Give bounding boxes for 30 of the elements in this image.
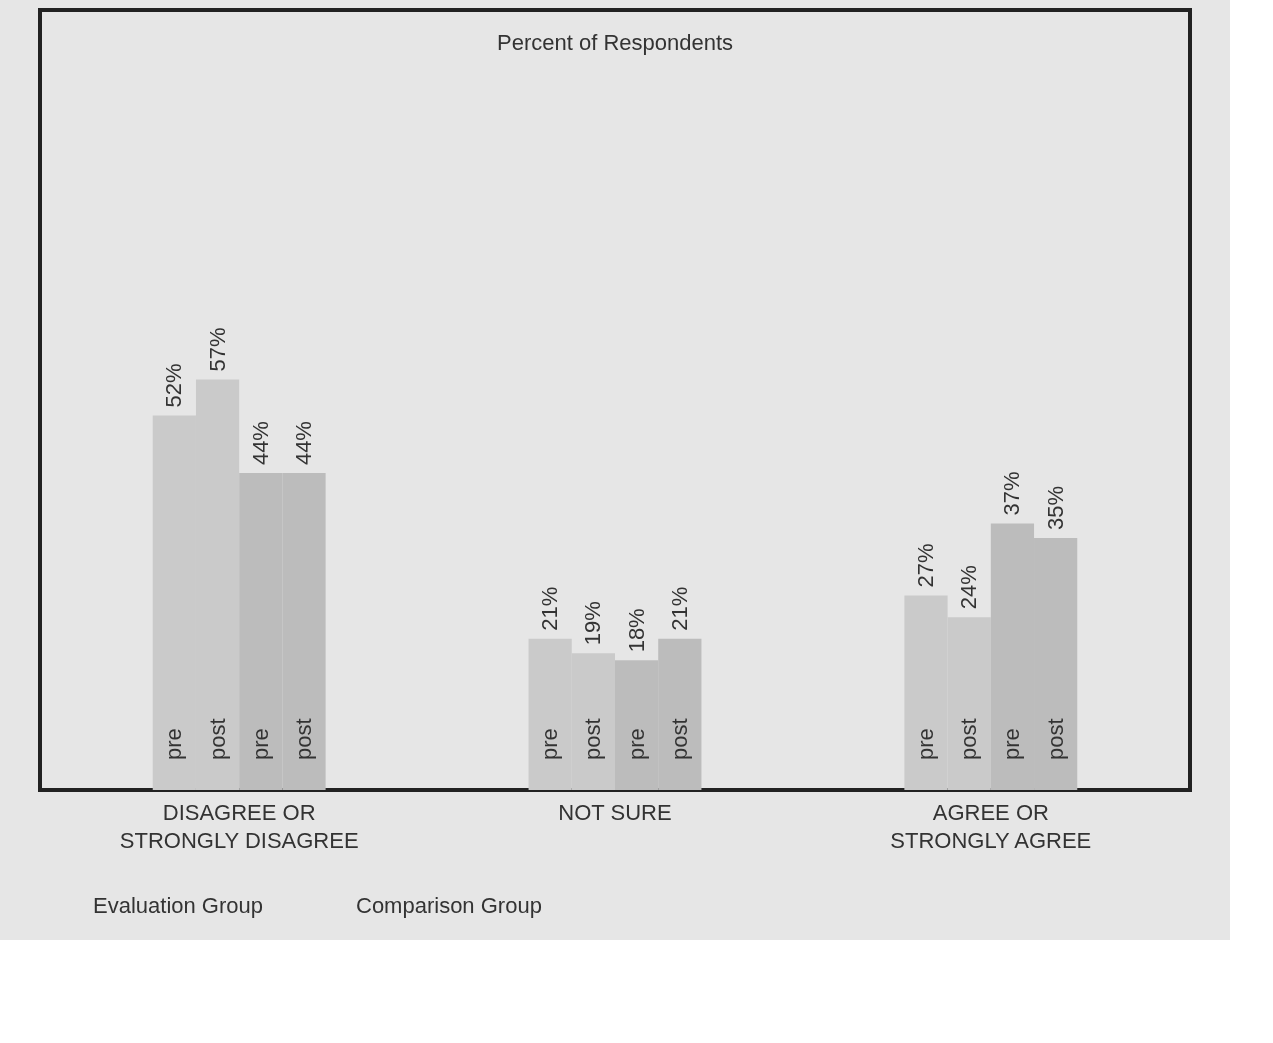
data-label: 35% bbox=[1042, 485, 1068, 530]
x-tick-label: AGREE OR STRONGLY AGREE bbox=[890, 799, 1092, 853]
data-label: 52% bbox=[161, 363, 187, 408]
x-tick-label: DISAGREE OR STRONGLY DISAGREE bbox=[119, 799, 359, 853]
data-label: 44% bbox=[247, 421, 273, 466]
series-label: pre bbox=[999, 728, 1025, 760]
text: post bbox=[1042, 718, 1068, 760]
series-label: pre bbox=[161, 728, 187, 760]
data-label: 44% bbox=[291, 421, 317, 466]
series-label: post bbox=[204, 718, 230, 760]
text: pre bbox=[247, 728, 273, 760]
data-label: 37% bbox=[999, 471, 1025, 516]
text: pre bbox=[912, 728, 938, 760]
data-label: 19% bbox=[580, 601, 606, 646]
text: post bbox=[580, 718, 606, 760]
text: post bbox=[666, 718, 692, 760]
data-label: 21% bbox=[666, 586, 692, 631]
x-tick-label: NOT SURE bbox=[558, 799, 672, 825]
text: Comparison Group bbox=[356, 892, 542, 918]
data-label: 24% bbox=[956, 565, 982, 610]
text: pre bbox=[537, 728, 563, 760]
text: post bbox=[956, 718, 982, 760]
chart-title: Percent of Respondents bbox=[496, 30, 734, 55]
data-label: 18% bbox=[623, 608, 649, 653]
series-label: post bbox=[291, 718, 317, 760]
text: Evaluation Group bbox=[93, 892, 263, 918]
data-label: 21% bbox=[537, 586, 563, 631]
data-label: 57% bbox=[204, 327, 230, 372]
data-label: 27% bbox=[912, 543, 938, 588]
text: pre bbox=[623, 728, 649, 760]
